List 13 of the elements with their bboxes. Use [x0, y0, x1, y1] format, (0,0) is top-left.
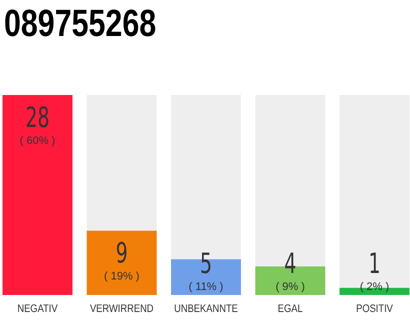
annotation: ( 60% ): [20, 135, 56, 147]
x-tick-label: EGAL: [278, 303, 304, 316]
annotation: ( 11% ): [188, 281, 224, 293]
x-tick-label: VERWIRREND: [90, 303, 154, 316]
x-tick-label: NEGATIV: [17, 303, 58, 316]
data-label: 28: [25, 100, 50, 134]
x-tick-label: POSITIV: [356, 303, 394, 316]
annotation: ( 9% ): [276, 281, 305, 293]
annotation: ( 19% ): [104, 270, 140, 283]
x-tick-label: UNBEKANNTE: [174, 303, 238, 316]
data-label: 9: [116, 236, 128, 270]
chart-title: 089755268: [4, 2, 156, 45]
data-label: 1: [368, 246, 381, 280]
